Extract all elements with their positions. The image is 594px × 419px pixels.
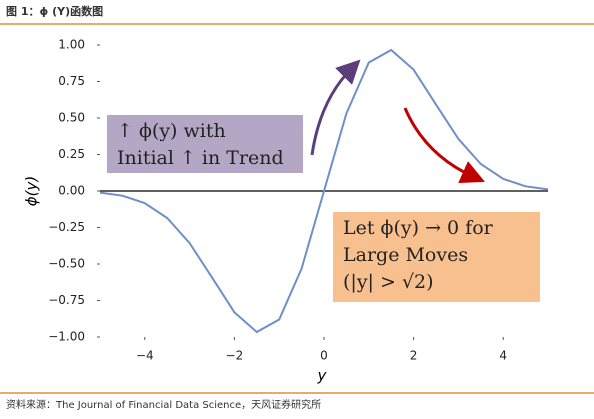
decay-arrow bbox=[403, 107, 485, 184]
figure-header: 图 1：ϕ (Y)函数图 bbox=[6, 4, 103, 18]
series-line bbox=[99, 48, 549, 334]
annotation-text: Large Moves bbox=[343, 244, 468, 266]
x-tick-label: 0 bbox=[320, 349, 328, 363]
y-tick-label: 0.00 bbox=[58, 184, 85, 198]
y-tick-label: −1.00 bbox=[48, 330, 85, 344]
y-tick-label: −0.25 bbox=[48, 220, 85, 234]
y-tick-label: 0.75 bbox=[58, 74, 85, 88]
annotation-box bbox=[333, 212, 540, 302]
y-tick-label: −0.75 bbox=[48, 293, 85, 307]
x-tick-label: 4 bbox=[499, 349, 507, 363]
y-tick-label: 1.00 bbox=[58, 38, 85, 52]
y-tick-label: 0.25 bbox=[58, 147, 85, 161]
source-note: 资料来源：The Journal of Financial Data Scien… bbox=[6, 398, 321, 411]
annotation-text: ↑ ϕ(y) with bbox=[117, 120, 226, 142]
y-tick-label: 0.50 bbox=[58, 111, 85, 125]
annotation-text: Let ϕ(y) → 0 for bbox=[343, 217, 494, 239]
x-tick-label: 2 bbox=[410, 349, 418, 363]
rise-arrow bbox=[310, 59, 361, 156]
x-axis-label: y bbox=[317, 367, 328, 385]
x-tick-label: −4 bbox=[136, 349, 154, 363]
annotation-text: (|y| > √2) bbox=[343, 271, 434, 293]
y-tick-label: −0.50 bbox=[48, 257, 85, 271]
x-tick-label: −2 bbox=[226, 349, 244, 363]
y-axis-label: ϕ(y) bbox=[23, 176, 41, 206]
annotation-box bbox=[107, 115, 303, 173]
annotation-text: Initial ↑ in Trend bbox=[117, 147, 284, 169]
